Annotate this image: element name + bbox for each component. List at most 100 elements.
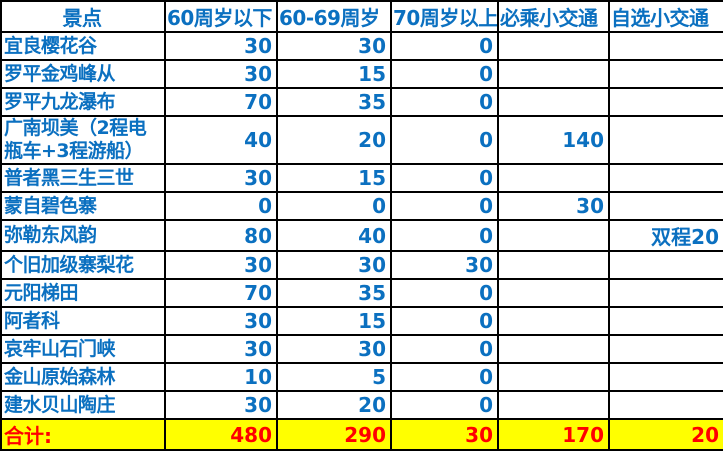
- cell-under-60[interactable]: 30: [164, 306, 278, 336]
- cell-over-70[interactable]: 30: [390, 250, 499, 280]
- total-60-69-cell[interactable]: 290: [276, 418, 392, 451]
- table-row: 哀牢山石门峡 30 30 0: [0, 334, 723, 364]
- cell-optional-transport[interactable]: [608, 250, 723, 280]
- cell-attraction[interactable]: 建水贝山陶庄: [0, 390, 166, 420]
- total-label-cell[interactable]: 合计:: [0, 418, 166, 451]
- cell-attraction[interactable]: 广南坝美（2程电瓶车+3程游船）: [0, 115, 166, 165]
- cell-under-60[interactable]: 10: [164, 362, 278, 392]
- table-row: 元阳梯田 70 35 0: [0, 278, 723, 308]
- total-under-60-cell[interactable]: 480: [164, 418, 278, 451]
- cell-required-transport[interactable]: [497, 362, 610, 392]
- cell-attraction[interactable]: 普者黑三生三世: [0, 163, 166, 193]
- cell-age-60-69[interactable]: 15: [276, 163, 392, 193]
- cell-attraction[interactable]: 元阳梯田: [0, 278, 166, 308]
- header-row: 景点 60周岁以下 60-69周岁 70周岁以上 必乘小交通 自选小交通: [0, 0, 723, 33]
- cell-required-transport[interactable]: [497, 278, 610, 308]
- cell-optional-transport[interactable]: [608, 334, 723, 364]
- cell-attraction[interactable]: 个旧加级寨梨花: [0, 250, 166, 280]
- cell-age-60-69[interactable]: 35: [276, 278, 392, 308]
- cell-over-70[interactable]: 0: [390, 362, 499, 392]
- cell-optional-transport[interactable]: [608, 59, 723, 89]
- cell-age-60-69[interactable]: 30: [276, 250, 392, 280]
- cell-over-70[interactable]: 0: [390, 278, 499, 308]
- column-header-over-70[interactable]: 70周岁以上: [390, 0, 499, 33]
- column-header-required-transport[interactable]: 必乘小交通: [497, 0, 610, 33]
- cell-required-transport[interactable]: [497, 306, 610, 336]
- cell-under-60[interactable]: 0: [164, 191, 278, 221]
- cell-attraction[interactable]: 蒙自碧色寨: [0, 191, 166, 221]
- total-over-70-cell[interactable]: 30: [390, 418, 499, 451]
- cell-optional-transport[interactable]: [608, 31, 723, 61]
- total-optional-transport-cell[interactable]: 20: [608, 418, 723, 451]
- cell-age-60-69[interactable]: 30: [276, 334, 392, 364]
- cell-required-transport[interactable]: [497, 31, 610, 61]
- cell-under-60[interactable]: 30: [164, 250, 278, 280]
- cell-age-60-69[interactable]: 40: [276, 219, 392, 252]
- cell-required-transport[interactable]: [497, 219, 610, 252]
- cell-optional-transport[interactable]: [608, 390, 723, 420]
- cell-optional-transport[interactable]: [608, 278, 723, 308]
- cell-attraction[interactable]: 金山原始森林: [0, 362, 166, 392]
- cell-under-60[interactable]: 30: [164, 390, 278, 420]
- cell-optional-transport[interactable]: [608, 362, 723, 392]
- cell-under-60[interactable]: 30: [164, 163, 278, 193]
- cell-required-transport[interactable]: 30: [497, 191, 610, 221]
- cell-required-transport[interactable]: [497, 163, 610, 193]
- cell-over-70[interactable]: 0: [390, 191, 499, 221]
- cell-over-70[interactable]: 0: [390, 390, 499, 420]
- cell-over-70[interactable]: 0: [390, 306, 499, 336]
- cell-required-transport[interactable]: [497, 334, 610, 364]
- cell-age-60-69[interactable]: 5: [276, 362, 392, 392]
- cell-age-60-69[interactable]: 30: [276, 31, 392, 61]
- cell-over-70[interactable]: 0: [390, 115, 499, 165]
- cell-over-70[interactable]: 0: [390, 31, 499, 61]
- cell-over-70[interactable]: 0: [390, 219, 499, 252]
- cell-age-60-69[interactable]: 0: [276, 191, 392, 221]
- cell-required-transport[interactable]: [497, 87, 610, 117]
- table-row: 金山原始森林 10 5 0: [0, 362, 723, 392]
- cell-required-transport[interactable]: [497, 250, 610, 280]
- cell-under-60[interactable]: 30: [164, 59, 278, 89]
- cell-under-60[interactable]: 40: [164, 115, 278, 165]
- total-required-transport-cell[interactable]: 170: [497, 418, 610, 451]
- column-header-60-69[interactable]: 60-69周岁: [276, 0, 392, 33]
- cell-over-70[interactable]: 0: [390, 334, 499, 364]
- cell-under-60[interactable]: 80: [164, 219, 278, 252]
- cell-over-70[interactable]: 0: [390, 163, 499, 193]
- cell-optional-transport[interactable]: [608, 191, 723, 221]
- cell-under-60[interactable]: 70: [164, 87, 278, 117]
- cell-optional-transport[interactable]: [608, 87, 723, 117]
- table-row: 普者黑三生三世 30 15 0: [0, 163, 723, 193]
- cell-age-60-69[interactable]: 15: [276, 59, 392, 89]
- cell-over-70[interactable]: 0: [390, 87, 499, 117]
- cell-age-60-69[interactable]: 15: [276, 306, 392, 336]
- cell-attraction[interactable]: 弥勒东风韵: [0, 219, 166, 252]
- cell-under-60[interactable]: 30: [164, 31, 278, 61]
- total-row: 合计: 480 290 30 170 20: [0, 418, 723, 451]
- column-header-attraction[interactable]: 景点: [0, 0, 166, 33]
- cell-under-60[interactable]: 30: [164, 334, 278, 364]
- cell-optional-transport[interactable]: [608, 115, 723, 165]
- table-row: 广南坝美（2程电瓶车+3程游船） 40 20 0 140: [0, 115, 723, 165]
- cell-attraction[interactable]: 宜良樱花谷: [0, 31, 166, 61]
- cell-required-transport[interactable]: [497, 59, 610, 89]
- cell-age-60-69[interactable]: 35: [276, 87, 392, 117]
- cell-optional-transport[interactable]: [608, 163, 723, 193]
- table-row: 建水贝山陶庄 30 20 0: [0, 390, 723, 420]
- cell-optional-transport[interactable]: [608, 306, 723, 336]
- cell-attraction[interactable]: 阿者科: [0, 306, 166, 336]
- table-row: 阿者科 30 15 0: [0, 306, 723, 336]
- cell-required-transport[interactable]: [497, 390, 610, 420]
- cell-attraction[interactable]: 罗平金鸡峰从: [0, 59, 166, 89]
- cell-attraction[interactable]: 哀牢山石门峡: [0, 334, 166, 364]
- cell-age-60-69[interactable]: 20: [276, 390, 392, 420]
- cell-under-60[interactable]: 70: [164, 278, 278, 308]
- column-header-under-60[interactable]: 60周岁以下: [164, 0, 278, 33]
- cell-optional-transport[interactable]: 双程20: [608, 219, 723, 252]
- cell-age-60-69[interactable]: 20: [276, 115, 392, 165]
- cell-attraction[interactable]: 罗平九龙瀑布: [0, 87, 166, 117]
- column-header-optional-transport[interactable]: 自选小交通: [608, 0, 723, 33]
- cell-over-70[interactable]: 0: [390, 59, 499, 89]
- cell-required-transport[interactable]: 140: [497, 115, 610, 165]
